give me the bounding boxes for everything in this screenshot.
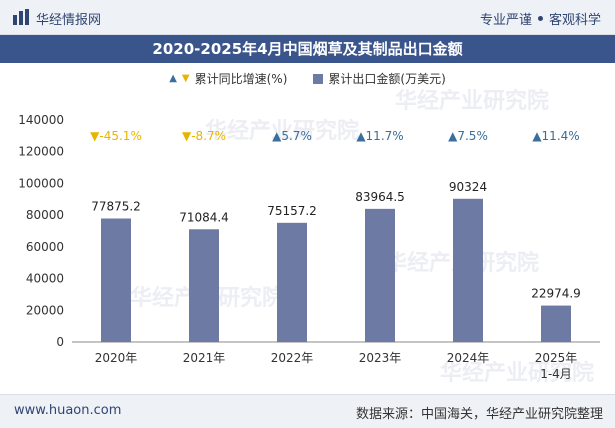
growth-label: ▲7.5% [448,129,488,143]
growth-value: -45.1% [99,129,141,143]
up-triangle-icon: ▲ [448,129,458,143]
growth-value: 5.7% [281,129,312,143]
y-tick-label: 100000 [18,176,64,190]
value-label: 22974.9 [531,287,581,301]
growth-label: ▼-8.7% [182,129,226,143]
up-triangle-icon: ▲ [169,72,177,84]
bar [101,218,131,342]
x-tick-label: 2024年 [447,351,490,365]
x-tick-label: 2023年 [359,351,402,365]
y-tick-label: 120000 [18,145,64,159]
down-triangle-icon: ▼ [182,129,192,143]
tagline: 专业严谨 客观科学 [480,9,601,28]
legend-growth: ▲ ▼ 累计同比增速(%) [169,70,287,87]
y-tick-label: 40000 [26,272,64,286]
watermark: 华经产业研究院 [395,88,549,114]
y-tick-label: 60000 [26,240,64,254]
top-bar: 华经情报网 专业严谨 客观科学 [0,0,615,35]
bar-swatch-icon [313,73,324,84]
value-labels: 77875.2 71084.4 75157.2 83964.5 90324 22974.9 [91,180,581,301]
bar [365,208,395,342]
growth-labels: ▼-45.1% ▼-8.7% ▲5.7% ▲11.7% ▲7.5% ▲11.4% [90,129,580,143]
logo-icon [13,9,29,25]
value-label: 71084.4 [179,210,229,224]
data-source: 数据来源：中国海关，华经产业研究院整理 [355,407,603,422]
separator-dot-icon [537,16,543,21]
y-axis: 0 20000 40000 60000 80000 100000 120000 140000 [18,113,64,349]
legend-growth-label: 累计同比增速(%) [194,72,288,86]
x-tick-label: 1-4月 [540,367,572,381]
growth-value: 7.5% [457,129,488,143]
growth-value: 11.4% [542,129,580,143]
chart-legend: ▲ ▼ 累计同比增速(%) 累计出口金额(万美元) [0,70,615,87]
bar [541,305,571,342]
value-label: 77875.2 [91,200,141,214]
tagline-left: 专业严谨 [479,13,532,28]
y-tick-label: 80000 [26,208,64,222]
growth-label: ▼-45.1% [90,129,142,143]
x-tick-label: 2021年 [183,351,226,365]
bar [453,198,483,342]
y-tick-label: 20000 [26,303,64,317]
down-triangle-icon: ▼ [90,129,100,143]
legend-value: 累计出口金额(万美元) [313,70,446,87]
x-tick-label: 2025年 [535,351,578,365]
x-axis: 2020年 2021年 2022年 2023年 2024年 2025年 1-4月 [95,351,578,381]
value-label: 90324 [449,180,487,194]
value-label: 83964.5 [355,190,405,204]
footer: www.huaon.com 数据来源：中国海关，华经产业研究院整理 [0,394,615,428]
bar [277,222,307,342]
up-triangle-icon: ▲ [532,129,542,143]
site-url: www.huaon.com [14,403,122,418]
x-tick-label: 2022年 [271,351,314,365]
x-tick-label: 2020年 [95,351,138,365]
growth-value: -8.7% [191,129,226,143]
tagline-right: 客观科学 [548,13,601,28]
down-triangle-icon: ▼ [181,72,190,84]
growth-label: ▲5.7% [272,129,312,143]
watermark: 华经产业研究院 [205,118,359,144]
value-label: 75157.2 [267,204,317,218]
y-tick-label: 140000 [18,113,64,127]
y-tick-label: 0 [56,335,64,349]
growth-value: 11.7% [366,129,404,143]
up-triangle-icon: ▲ [356,129,366,143]
watermark: 华经产业研究院 [440,360,594,386]
legend-value-label: 累计出口金额(万美元) [328,72,446,86]
brand-name: 华经情报网 [36,13,102,28]
chart-title: 2020-2025年4月中国烟草及其制品出口金额 [0,35,615,63]
growth-label: ▲11.4% [532,129,579,143]
bar [189,229,219,342]
bars [101,198,571,342]
up-triangle-icon: ▲ [272,129,282,143]
growth-label: ▲11.7% [356,129,403,143]
